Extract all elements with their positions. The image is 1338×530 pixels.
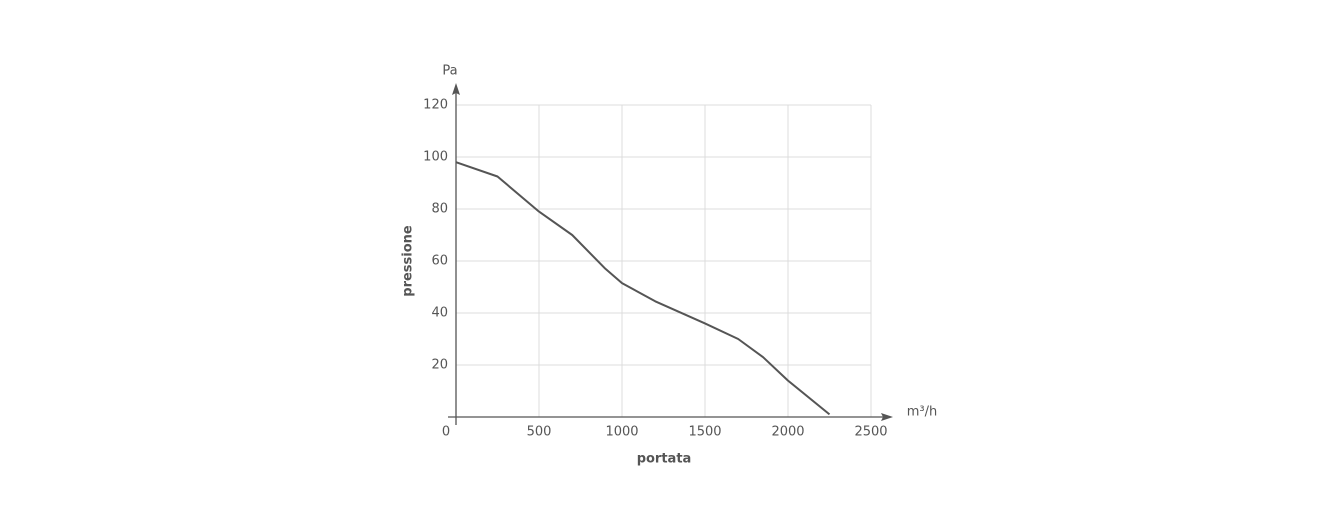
x-tick-label: 0 [442,425,450,440]
y-axis-arrow [452,83,460,95]
y-tick-label: 100 [423,150,448,165]
y-tick-label: 40 [431,306,448,321]
x-tick-label: 1500 [688,425,721,440]
y-tick-label: 80 [431,202,448,217]
y-tick-label: 20 [431,358,448,373]
y-tick-label: 120 [423,98,448,113]
x-axis-arrow [881,413,893,421]
data-line [455,161,831,416]
y-unit: Pa [442,64,457,79]
x-axis-label: portata [637,452,692,467]
y-tick-label: 60 [431,254,448,269]
x-unit: m³/h [907,405,938,420]
x-tick-label: 500 [527,425,552,440]
x-tick-label: 2500 [854,425,887,440]
x-tick-label: 2000 [771,425,804,440]
y-axis-label: pressione [401,225,416,297]
x-tick-label: 1000 [605,425,638,440]
